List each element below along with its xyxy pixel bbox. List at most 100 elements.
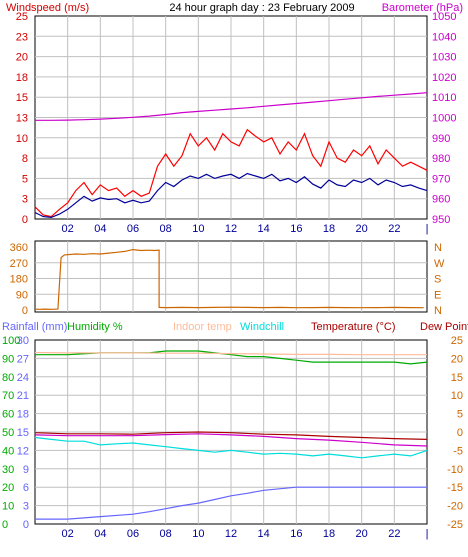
hour-tick-label: 08 [160,223,172,235]
windspeed-tick-label: 5 [22,173,28,185]
direction-compass-label: W [434,258,445,270]
temperature-tick-label: 20 [451,353,463,365]
hour-tick-label: 22 [388,223,400,235]
temperature-tick-label: 15 [451,372,463,384]
legend-dew-point: Dew Point [420,321,468,333]
hour-tick-label: 14 [258,223,270,235]
rainfall-tick-label: 9 [23,464,29,476]
barometer-tick-label: 1050 [432,11,456,23]
humidity-tick-label: 90 [2,353,14,365]
windspeed-tick-label: 13 [16,113,28,125]
humidity-tick-label: 40 [2,445,14,457]
temperature-tick-label: 5 [457,409,463,421]
hour-tick-label: 12 [225,528,237,540]
hour-tick-label: 16 [290,528,302,540]
humidity-tick-label: 70 [2,390,14,402]
hour-tick-label: 04 [94,528,106,540]
hour-tick-label: 04 [94,223,106,235]
barometer-tick-label: 1010 [432,92,456,104]
hour-tick-label: 06 [127,223,139,235]
temperature-tick-label: -5 [453,445,463,457]
chart-title: 24 hour graph day : 23 February 2009 [169,2,354,14]
hour-tick-label: 10 [192,223,204,235]
temperature-tick-label: -10 [447,464,463,476]
windspeed-tick-label: 10 [16,133,28,145]
temperature-line [34,431,428,440]
humidity-tick-label: 30 [2,464,14,476]
hour-tick-label: 16 [290,223,302,235]
legend-temperature: Temperature (°C) [311,321,395,333]
barometer-tick-label: 960 [432,194,450,206]
windspeed-tick-label: 23 [16,31,28,43]
temperature-tick-label: 25 [451,335,463,347]
hour-tick-label: 12 [225,223,237,235]
wind-speed-line [34,172,428,219]
windspeed-axis-label: Windspeed (m/s) [6,2,89,14]
direction-compass-label: S [434,274,441,286]
rainfall-tick-label: 3 [23,501,29,513]
hour-tick-label: 02 [62,528,74,540]
windspeed-tick-label: 3 [22,194,28,206]
windspeed-tick-label: 20 [16,52,28,64]
hour-tick-label: 02 [62,223,74,235]
hour-tick-label: 06 [127,528,139,540]
barometer-tick-label: 970 [432,173,450,185]
rainfall-tick-label: 24 [17,372,29,384]
direction-degree-label: 90 [16,289,28,301]
rainfall-tick-label: 12 [17,445,29,457]
direction-compass-label: N [434,305,442,317]
temperature-tick-label: 0 [457,427,463,439]
humidity-tick-label: 100 [2,335,20,347]
windspeed-tick-label: 18 [16,72,28,84]
barometer-tick-label: 950 [432,214,450,226]
direction-degree-label: 360 [10,242,28,254]
wind-gust-line [34,128,428,218]
direction-compass-label: E [434,289,441,301]
hour-tick-label: 14 [258,528,270,540]
rainfall-tick-label: 27 [17,353,29,365]
rainfall-tick-label: 21 [17,390,29,402]
windspeed-tick-label: 25 [16,11,28,23]
barometer-tick-label: 990 [432,133,450,145]
humidity-tick-label: 20 [2,482,14,494]
direction-compass-label: N [434,242,442,254]
barometer-tick-label: 1020 [432,72,456,84]
barometer-tick-label: 1030 [432,52,456,64]
indoor-temp-line [34,351,427,356]
legend-indoor-temp: Indoor temp [173,321,232,333]
rainfall-tick-label: 0 [23,519,29,531]
hour-tick-label: 22 [388,528,400,540]
windspeed-tick-label: 15 [16,92,28,104]
hour-tick-label: 10 [192,528,204,540]
temperature-tick-label: -25 [447,519,463,531]
hour-tick-label: 18 [323,223,335,235]
barometer-line [35,92,428,121]
humidity-tick-label: 10 [2,501,14,513]
direction-degree-label: 0 [22,305,28,317]
hour-tick-end: | [426,223,429,235]
rainfall-tick-label: 6 [23,482,29,494]
wind-direction-line [34,248,424,310]
barometer-tick-label: 980 [432,153,450,165]
rainfall-tick-label: 18 [17,409,29,421]
barometer-tick-label: 1040 [432,31,456,43]
rainfall-tick-label: 15 [17,427,29,439]
windspeed-tick-label: 0 [22,214,28,226]
humidity-tick-label: 50 [2,427,14,439]
direction-degree-label: 180 [10,274,28,286]
legend-rainfall: Rainfall (mm) [2,321,67,333]
windchill-line [34,436,428,459]
legend-windchill: Windchill [240,321,284,333]
barometer-axis-label: Barometer (hPa) [382,2,463,14]
hour-tick-label: 20 [356,223,368,235]
temperature-tick-label: -15 [447,482,463,494]
humidity-tick-label: 0 [2,519,8,531]
temperature-tick-label: 10 [451,390,463,402]
humidity-tick-label: 60 [2,409,14,421]
barometer-tick-label: 1000 [432,113,456,125]
legend-humidity: Humidity % [67,321,123,333]
rainfall-tick-label: 30 [17,335,29,347]
rainfall-line [35,486,427,520]
hour-tick-label: 20 [356,528,368,540]
